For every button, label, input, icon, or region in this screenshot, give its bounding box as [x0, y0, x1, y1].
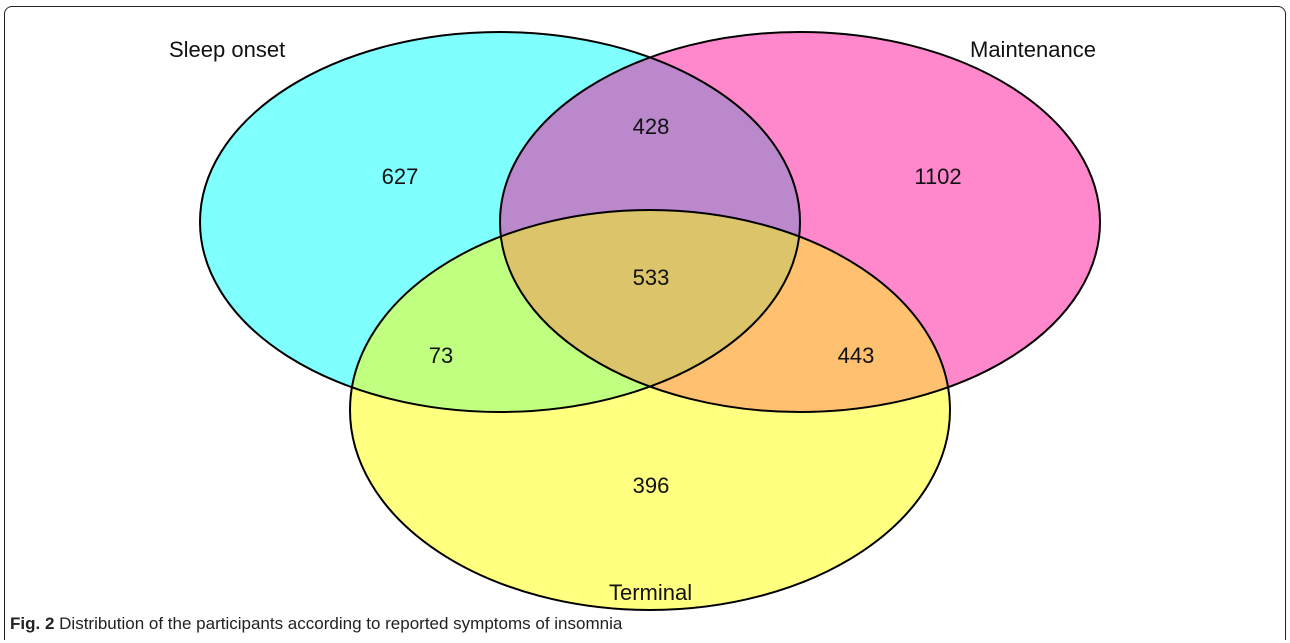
count-terminal-only: 396: [633, 473, 670, 498]
set-sleep-onset-outline: [199, 31, 801, 413]
figure-frame: [4, 6, 1286, 640]
count-maintenance-terminal: 443: [838, 343, 875, 368]
count-maintenance-only: 1102: [914, 164, 961, 189]
figure-caption-label: Fig. 2: [10, 614, 55, 633]
set-maintenance-outline: [499, 31, 1101, 413]
set-label-terminal: Terminal: [609, 580, 692, 605]
count-all-three: 533: [633, 265, 670, 290]
count-sleep-onset-maintenance: 428: [633, 114, 670, 139]
set-label-maintenance: Maintenance: [970, 37, 1096, 62]
set-terminal-outline: [349, 209, 951, 611]
venn-diagram: Sleep onset Maintenance Terminal 627 110…: [169, 31, 1101, 611]
count-sleep-onset-terminal: 73: [429, 343, 453, 368]
set-label-sleep-onset: Sleep onset: [169, 37, 285, 62]
figure-caption-text: Distribution of the participants accordi…: [59, 614, 623, 633]
figure-caption: Fig. 2 Distribution of the participants …: [10, 614, 622, 634]
count-sleep-onset-only: 627: [382, 164, 419, 189]
